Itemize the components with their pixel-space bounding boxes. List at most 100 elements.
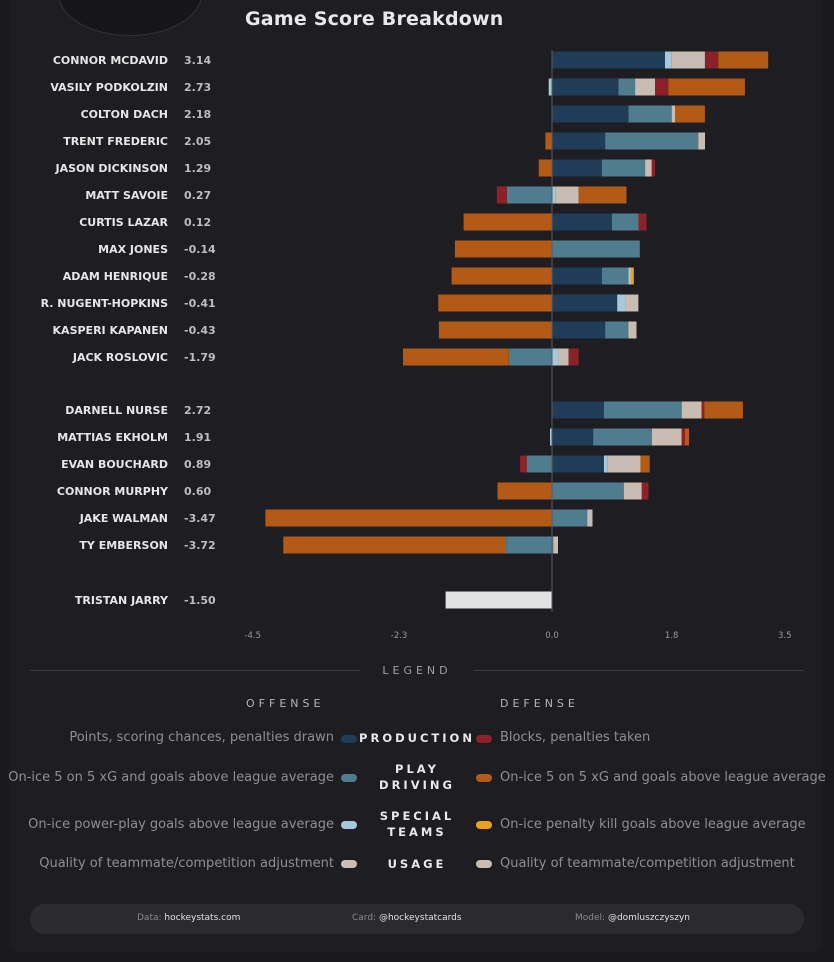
bar-segment-off-pp [552, 348, 559, 366]
bar-segment-def-driving [454, 240, 552, 258]
legend-defense-production: Blocks, penalties taken [500, 730, 651, 745]
bar-segment-off-driving [552, 509, 588, 527]
bar-segment-off-production [552, 213, 612, 231]
bar-segment-off-driving [552, 240, 640, 258]
bar-segment-off-driving [526, 455, 552, 473]
bar-segment-def-pk [630, 267, 634, 285]
legend-defense-play-driving: On-ice 5 on 5 xG and goals above league … [500, 770, 826, 785]
bar-segment-off-driving [506, 536, 552, 554]
bar-segment-def-driving [640, 455, 650, 473]
legend-divider-right [474, 670, 804, 671]
bar-segment-off-pp [552, 186, 556, 204]
legend-offense-production: Points, scoring chances, penalties drawn [69, 730, 334, 745]
legend-dot-def-play-driving [476, 774, 492, 782]
player-score-label: -1.50 [184, 594, 216, 607]
bar-segment-def-driving [403, 348, 509, 366]
player-score-label: -0.14 [184, 243, 216, 256]
credit-data: Data: hockeystats.com [137, 913, 241, 923]
bar-segment-off-usage [671, 51, 705, 69]
bar-segment-off-pp [548, 78, 552, 96]
bar-segment-off-driving [601, 159, 646, 177]
credit-model: Model: @domluszczyszyn [575, 913, 690, 923]
credit-card-link[interactable]: @hockeystatcards [378, 913, 462, 923]
bar-segment-off-usage [625, 294, 639, 312]
bar-segment-off-driving [552, 482, 624, 500]
bar-segment-def-production [651, 159, 656, 177]
bar-segment-def-production [705, 51, 719, 69]
player-name-label: TRISTAN JARRY [75, 594, 169, 607]
bar-segment-off-driving [605, 321, 629, 339]
card-frame [10, 0, 822, 952]
bar-segment-off-usage [628, 321, 637, 339]
bar-segment-def-driving [538, 159, 552, 177]
player-score-label: 1.29 [184, 162, 211, 175]
offense-heading: OFFENSE [246, 697, 325, 710]
bar-segment-off-driving [603, 401, 682, 419]
bar-segment-def-production [496, 186, 507, 204]
bar-segment-off-driving [552, 536, 554, 554]
bar-segment-off-usage [645, 159, 652, 177]
bar-segment-def-production [681, 428, 685, 446]
bar-segment-off-production [552, 401, 604, 419]
bar-segment-def-driving [704, 401, 743, 419]
bar-segment-off-pp [628, 267, 631, 285]
bar-segment-off-driving [506, 186, 552, 204]
bar-segment-def-driving [265, 509, 552, 527]
bar-segment-off-driving [508, 348, 552, 366]
bar-segment-off-pp [550, 428, 552, 446]
legend-dot-def-usage [476, 860, 492, 868]
legend-defense-special-teams: On-ice penalty kill goals above league a… [500, 817, 806, 832]
bar-segment-off-driving [593, 428, 652, 446]
bar-segment-def-production [641, 482, 649, 500]
bar-segment-off-pp [603, 455, 608, 473]
bar-segment-off-pp [617, 294, 626, 312]
player-score-label: -0.41 [184, 297, 216, 310]
credit-model-link[interactable]: @domluszczyszyn [607, 913, 690, 923]
player-name-label: CONNOR MCDAVID [53, 54, 168, 67]
player-score-label: 0.27 [184, 189, 211, 202]
x-tick-label: 0.0 [545, 631, 559, 641]
player-name-label: MAX JONES [98, 243, 168, 256]
game-score-chart: CONNOR MCDAVID 3.14 VASILY PODKOLZIN 2.73 CO… [41, 50, 792, 641]
player-name-label: CURTIS LAZAR [79, 216, 168, 229]
bar-segment-off-usage [635, 78, 656, 96]
legend-category-production: PRODUCTION [359, 731, 475, 745]
x-tick-label: -4.5 [244, 631, 261, 641]
bar-segment-off-production [552, 428, 594, 446]
bar-segment-off-usage [698, 132, 705, 150]
legend-title: LEGEND [382, 664, 452, 677]
player-name-label: KASPERI KAPANEN [53, 324, 168, 337]
bar-segment-def-driving [685, 428, 689, 446]
bar-segment-off-usage [587, 509, 593, 527]
player-name-label: ADAM HENRIQUE [63, 270, 168, 283]
bar-segment-off-driving [601, 267, 629, 285]
bar-segment-off-driving [618, 78, 636, 96]
legend-offense-special-teams: On-ice power-play goals above league ave… [28, 817, 334, 832]
player-score-label: -0.43 [184, 324, 216, 337]
legend-dot-off-usage [341, 860, 357, 868]
player-name-label: DARNELL NURSE [65, 404, 168, 417]
player-score-label: 0.89 [184, 458, 211, 471]
player-name-label: CONNOR MURPHY [57, 485, 169, 498]
player-name-label: JACK ROSLOVIC [72, 351, 168, 364]
defense-heading: DEFENSE [500, 697, 579, 710]
legend-dot-def-production [476, 735, 492, 743]
legend-dot-def-special-teams [476, 821, 492, 829]
player-name-label: JASON DICKINSON [54, 162, 168, 175]
credits-footer: Data: hockeystats.com Card: @hockeystatc… [30, 904, 804, 934]
credit-data-link[interactable]: hockeystats.com [164, 913, 241, 923]
bar-segment-off-pp [665, 51, 672, 69]
bar-segment-off-production [552, 51, 665, 69]
bar-segment-def-production [638, 213, 647, 231]
bar-segment-off-usage [671, 105, 675, 123]
legend-offense-usage: Quality of teammate/competition adjustme… [39, 856, 334, 871]
bar-segment-off-production [552, 455, 604, 473]
bar-segment-off-usage [607, 455, 641, 473]
bar-segment-def-driving [451, 267, 552, 285]
legend-category-usage: USAGE [387, 857, 447, 871]
legend-category-special-teams: SPECIAL TEAMS [379, 809, 455, 839]
bar-segment-def-driving [578, 186, 627, 204]
bar-segment-def-driving [675, 105, 705, 123]
bar-segment-off-usage [555, 186, 579, 204]
x-tick-label: 1.8 [665, 631, 679, 641]
